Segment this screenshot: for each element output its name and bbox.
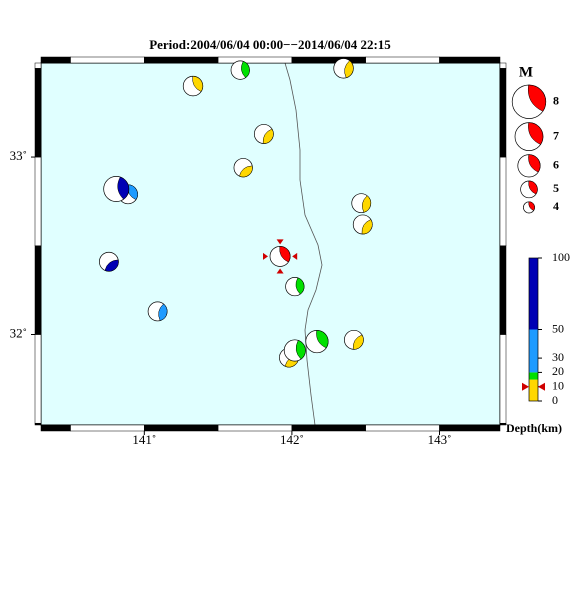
- event-lobe: [352, 334, 364, 350]
- magnitude-legend-ball-lobe: [528, 201, 535, 211]
- latest-marker: [276, 268, 284, 274]
- depth-legend-title: Depth(km): [506, 421, 562, 435]
- magnitude-legend-label: 4: [553, 199, 559, 213]
- depth-tick-label: 20: [552, 364, 564, 378]
- event-lobe: [158, 303, 168, 321]
- frame-bar: [499, 334, 507, 424]
- magnitude-legend-ball-lobe: [528, 154, 541, 173]
- latest-marker: [276, 239, 284, 245]
- frame-bar: [499, 62, 507, 69]
- frame: [34, 56, 507, 432]
- frame-bar: [34, 422, 42, 426]
- latest-marker: [292, 252, 298, 260]
- x-tick-label: 143˚: [428, 432, 452, 447]
- magnitude-legend-title: M: [519, 64, 533, 80]
- frame-bar: [499, 245, 507, 335]
- frame-bar: [34, 156, 42, 247]
- depth-marker: [522, 382, 545, 391]
- depth-band: [529, 329, 538, 373]
- x-tick-label: 142˚: [280, 432, 304, 447]
- latest-marker: [263, 252, 269, 260]
- depth-tick-label: 50: [552, 321, 564, 335]
- depth-band: [529, 258, 538, 330]
- frame-bar: [217, 424, 293, 432]
- frame-bar: [70, 56, 145, 64]
- event-lobe: [361, 195, 372, 213]
- frame-bar: [40, 424, 71, 432]
- magnitude-legend-label: 5: [553, 181, 559, 195]
- magnitude-legend-ball-lobe: [528, 122, 544, 145]
- frame-bar: [217, 56, 293, 64]
- depth-band: [529, 372, 538, 380]
- event-lobe: [295, 277, 305, 295]
- frame-bar: [70, 424, 145, 432]
- frame-bar: [499, 68, 507, 158]
- depth-tick-label: 100: [552, 250, 570, 264]
- depth-tick-label: 30: [552, 350, 564, 364]
- coastline: [284, 62, 323, 426]
- depth-tick-label: 10: [552, 378, 564, 392]
- magnitude-legend-label: 7: [553, 128, 559, 142]
- frame-bar: [499, 156, 507, 247]
- event-lobe: [104, 259, 119, 272]
- x-tick-label: 141˚: [132, 432, 156, 447]
- frame-bar: [144, 424, 219, 432]
- frame-bar: [439, 56, 501, 64]
- event-lobe: [262, 128, 274, 144]
- frame-bar: [34, 68, 42, 158]
- frame-bar: [40, 56, 71, 64]
- event-lobe: [295, 340, 306, 360]
- frame-bar: [34, 62, 42, 69]
- depth-tick-label: 0: [552, 393, 558, 407]
- sea: [41, 63, 500, 425]
- magnitude-legend-label: 8: [553, 94, 559, 108]
- frame-bar: [365, 424, 440, 432]
- frame-bar: [439, 424, 501, 432]
- frame-bar: [291, 424, 366, 432]
- magnitude-legend-ball-lobe: [528, 180, 538, 195]
- event-lobe: [117, 176, 130, 200]
- y-tick-label: 32˚: [10, 325, 27, 340]
- event-lobe: [279, 246, 291, 263]
- title: Period:2004/06/04 00:00−−2014/06/04 22:1…: [149, 37, 391, 52]
- events: [99, 58, 373, 368]
- magnitude-legend-ball-lobe: [527, 84, 547, 112]
- magnitude-legend-label: 6: [553, 158, 559, 172]
- event-lobe: [344, 60, 354, 79]
- frame-bar: [34, 245, 42, 335]
- frame-bar: [34, 334, 42, 424]
- frame-bar: [144, 56, 219, 64]
- event-lobe: [361, 219, 373, 235]
- frame-bar: [291, 56, 366, 64]
- event-lobe: [192, 76, 204, 92]
- y-tick-label: 33˚: [10, 148, 27, 163]
- event-lobe: [316, 330, 329, 349]
- event-lobe: [239, 165, 253, 178]
- event-lobe: [241, 61, 250, 78]
- frame-bar: [365, 56, 440, 64]
- depth-band: [529, 379, 538, 401]
